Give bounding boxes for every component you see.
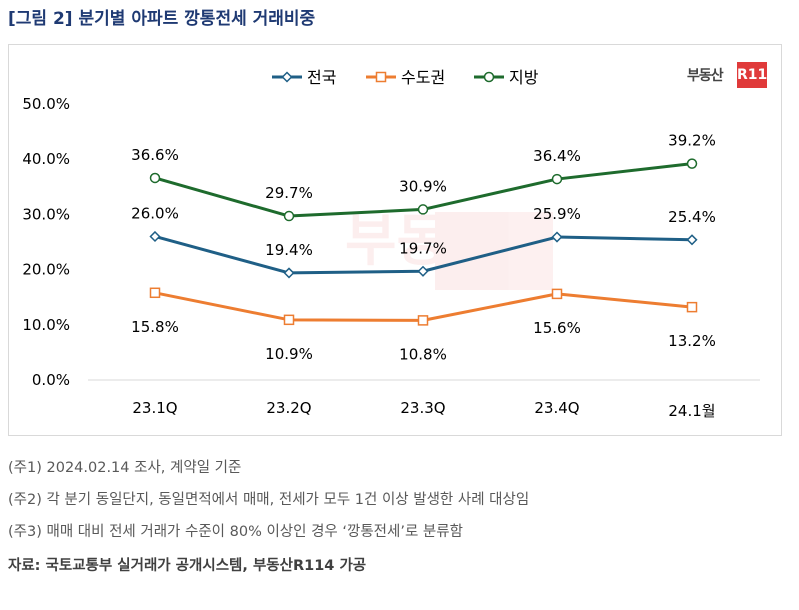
data-point: [417, 265, 429, 277]
data-label: 10.9%: [265, 345, 313, 363]
note-1: (주1) 2024.02.14 조사, 계약일 기준: [8, 460, 242, 476]
data-point: [149, 230, 161, 243]
note-2: (주2) 각 분기 동일단지, 동일면적에서 매매, 전세가 모두 1건 이상 …: [8, 492, 530, 508]
y-tick-label: 40.0%: [22, 150, 70, 168]
legend-label: 수도권: [401, 68, 445, 87]
data-point: [149, 172, 161, 184]
data-label: 15.8%: [131, 318, 179, 336]
legend-label: 전국: [307, 68, 336, 87]
data-point: [551, 173, 563, 185]
data-point: [283, 210, 295, 222]
data-label: 36.4%: [533, 147, 581, 165]
source-note: 자료: 국토교통부 실거래가 공개시스템, 부동산R114 가공: [8, 558, 367, 574]
data-point: [686, 234, 698, 246]
logo-text: 부동산: [687, 68, 724, 84]
data-label: 10.8%: [399, 345, 447, 363]
watermark-logo: 부동산: [345, 209, 553, 290]
data-point: [375, 71, 387, 83]
y-tick-label: 0.0%: [32, 371, 70, 389]
note-3: (주3) 매매 대비 전세 거래가 수준이 80% 이상인 경우 ‘깡통전세’로…: [8, 524, 463, 540]
data-point: [483, 71, 495, 83]
line-chart: 부동산 0.0% 10.0% 20.0% 30.0% 40.0% 50.0% 23.1Q 2…: [22, 68, 760, 420]
data-label: 26.0%: [131, 204, 179, 222]
x-tick-label: 23.3Q: [400, 399, 445, 417]
x-tick-label: 24.1월: [668, 402, 715, 420]
y-tick-label: 30.0%: [22, 205, 70, 223]
legend-label: 지방: [509, 68, 539, 87]
logo-mark: R114: [737, 62, 777, 88]
data-label: 13.2%: [668, 332, 716, 350]
figure-title: [그림 2] 분기별 아파트 깡통전세 거래비중: [8, 9, 316, 29]
data-label: 39.2%: [668, 132, 716, 150]
data-label: 19.7%: [399, 239, 447, 257]
y-tick-label: 10.0%: [22, 316, 70, 334]
data-label: 25.9%: [533, 205, 581, 223]
y-tick-label: 20.0%: [22, 261, 70, 279]
data-point: [551, 231, 563, 243]
data-label: 29.7%: [265, 184, 313, 202]
data-point: [686, 158, 698, 169]
data-point: [417, 204, 429, 215]
chart-frame: [8, 44, 782, 436]
data-point: [686, 301, 698, 313]
x-tick-label: 23.4Q: [534, 399, 579, 417]
x-tick-label: 23.1Q: [132, 399, 177, 417]
data-point: [417, 315, 429, 326]
data-label: 25.4%: [668, 208, 716, 226]
data-point: [283, 267, 295, 279]
data-point: [149, 287, 161, 299]
data-point: [281, 71, 293, 83]
svg-text:부동산: 부동산: [345, 209, 500, 274]
data-label: 15.6%: [533, 319, 581, 337]
x-tick-label: 23.2Q: [266, 399, 311, 417]
data-label: 36.6%: [131, 146, 179, 164]
data-label: 19.4%: [265, 241, 313, 259]
r114-logo: 부동산 R114: [687, 62, 779, 88]
data-label: 30.9%: [399, 177, 447, 195]
data-point: [551, 288, 563, 300]
data-point: [283, 314, 295, 326]
y-tick-label: 50.0%: [22, 95, 70, 113]
